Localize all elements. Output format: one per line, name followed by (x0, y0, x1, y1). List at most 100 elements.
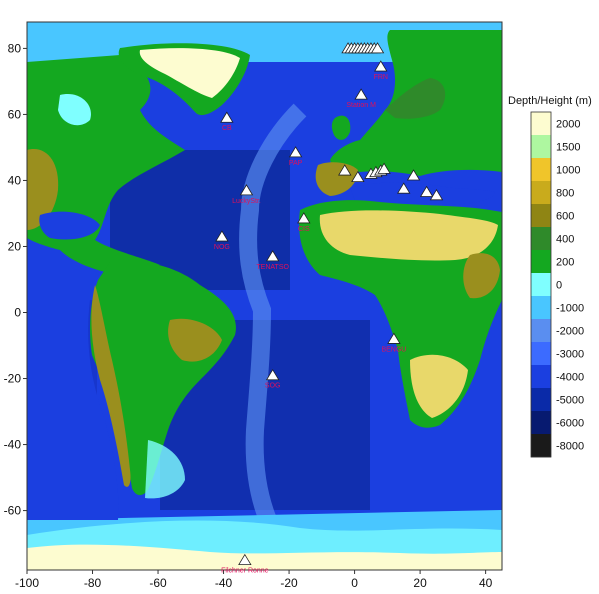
x-tick-label: 0 (351, 576, 358, 590)
x-tick-label: -40 (215, 576, 233, 590)
site-marker-triangle (406, 169, 421, 181)
y-axis: 80 60 40 20 0 -20 -40 -60 (4, 41, 27, 518)
colorbar-swatch (531, 204, 551, 228)
x-tick-label: -20 (280, 576, 298, 590)
sahara (319, 210, 498, 261)
colorbar-swatch (531, 227, 551, 251)
colorbar-label: -5000 (556, 395, 584, 407)
site-marker-triangle (238, 553, 252, 565)
y-tick-label: -40 (4, 438, 22, 452)
colorbar-swatch (531, 434, 551, 458)
colorbar-swatch (531, 250, 551, 274)
site-marker-triangle (377, 162, 391, 174)
y-tick-label: -20 (4, 372, 22, 386)
southern-africa-plateau (410, 354, 468, 418)
x-axis: -100 -80 -60 -40 -20 0 20 40 (15, 570, 493, 590)
site-marker-triangle (265, 368, 280, 381)
y-tick-label: 0 (14, 306, 21, 320)
colorbar: Depth/Height (m) 20001500100080060040020… (508, 95, 592, 458)
site-marker-triangle (288, 146, 303, 158)
site-marker-triangle (265, 250, 280, 262)
colorbar-label: 600 (556, 211, 574, 223)
andes (91, 285, 131, 487)
colorbar-label: -3000 (556, 349, 584, 361)
colorbar-label: 800 (556, 188, 574, 200)
site-label: LuckyStr. (232, 198, 261, 205)
colorbar-label: 1500 (556, 142, 580, 154)
x-tick-label: 20 (413, 576, 427, 590)
site-marker-triangle (370, 42, 385, 54)
colorbar-frame (530, 111, 552, 458)
y-tick-label: -60 (4, 504, 22, 518)
site-marker-triangle (354, 88, 368, 100)
y-tick-label: 20 (8, 239, 22, 253)
colorbar-label: 2000 (556, 119, 580, 131)
y-tick-label: 80 (8, 41, 22, 55)
colorbar-swatch (531, 319, 551, 343)
site-marker-triangle (215, 230, 229, 242)
colorbar-label: 0 (556, 280, 562, 292)
site-label: NOG (214, 244, 230, 251)
south-america-landmass (90, 260, 236, 496)
colorbar-label: -6000 (556, 418, 584, 430)
colorbar-swatches (531, 112, 551, 458)
colorbar-label: 1000 (556, 165, 580, 177)
colorbar-label: 200 (556, 257, 574, 269)
site-marker-triangle (338, 164, 352, 176)
site-label: TENATSO (256, 264, 289, 271)
site-marker-triangle (397, 182, 411, 194)
site-marker-triangle (419, 185, 434, 197)
site-label: PAP (289, 160, 303, 167)
brazilian-highlands (168, 318, 222, 362)
colorbar-swatch (531, 342, 551, 366)
colorbar-swatch (531, 135, 551, 159)
site-marker-triangle (351, 170, 365, 183)
y-tick-label: 60 (8, 107, 22, 121)
site-label: Station M (346, 102, 376, 109)
pacific-south-america (27, 300, 119, 520)
plot-frame (26, 21, 503, 571)
site-label: BENGU (381, 346, 406, 353)
site-labels: CB LuckyStr. PAP NOG TENATSO CIS Station M FRN B… (214, 74, 406, 575)
colorbar-label: -4000 (556, 372, 584, 384)
colorbar-swatch (531, 112, 551, 136)
antarctica-landmass (27, 544, 502, 570)
x-tick-label: -60 (149, 576, 167, 590)
site-marker-triangle (220, 111, 234, 123)
colorbar-title: Depth/Height (m) (508, 95, 592, 107)
gulf-of-mexico (39, 211, 100, 240)
site-marker-triangle (429, 189, 444, 201)
north-america-highlands (27, 149, 59, 230)
colorbar-swatch (531, 158, 551, 182)
y-tick-label: 40 (8, 173, 22, 187)
x-tick-label: -100 (15, 576, 39, 590)
map-area (27, 22, 502, 570)
colorbar-label: 400 (556, 234, 574, 246)
colorbar-swatch (531, 365, 551, 389)
site-label: SOG (265, 383, 281, 390)
site-marker-triangle (239, 184, 254, 196)
site-label: CB (222, 125, 232, 132)
x-tick-label: 40 (479, 576, 493, 590)
x-tick-label: -80 (84, 576, 102, 590)
site-marker-triangle (387, 332, 401, 344)
colorbar-label: -1000 (556, 303, 584, 315)
colorbar-swatch (531, 388, 551, 412)
colorbar-label: -2000 (556, 326, 584, 338)
colorbar-swatch (531, 273, 551, 297)
scandinavia (385, 78, 446, 119)
sampling-sites (215, 42, 444, 565)
colorbar-labels: 2000150010008006004002000-1000-2000-3000… (556, 119, 584, 453)
site-label: Filchner Ronne (221, 568, 269, 575)
greenland-icesheet (139, 48, 240, 98)
british-isles (331, 115, 351, 140)
mid-atlantic-ridge (239, 103, 307, 524)
site-marker-triangle (297, 212, 311, 224)
site-label: CIS (298, 226, 310, 233)
colorbar-label: -8000 (556, 441, 584, 453)
colorbar-swatch (531, 181, 551, 205)
colorbar-swatch (531, 411, 551, 435)
site-label: FRN (374, 74, 388, 81)
hudson-bay (58, 94, 91, 126)
